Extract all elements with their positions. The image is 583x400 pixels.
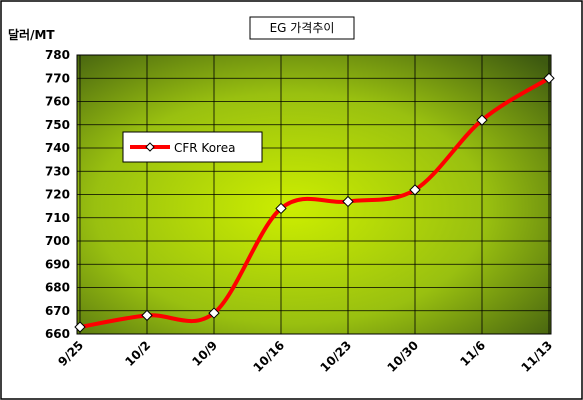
legend-marker: [145, 142, 155, 152]
marker: [409, 184, 421, 196]
marker: [275, 202, 287, 215]
y-tick-label: 680: [45, 281, 70, 295]
marker: [476, 114, 488, 126]
y-tick-label: 670: [45, 304, 70, 318]
marker: [74, 321, 86, 333]
line: [79, 76, 551, 329]
y-axis-label: 달러/MT: [8, 27, 55, 42]
chart-title: EG 가격추이: [270, 21, 335, 35]
y-tick-label: 730: [45, 164, 70, 178]
y-tick-label: 700: [45, 234, 70, 248]
y-tick-label: 710: [45, 211, 70, 225]
y-tick-label: 660: [45, 327, 70, 341]
y-tick-label: 780: [45, 48, 70, 62]
legend-label: CFR Korea: [174, 141, 235, 155]
title-box: [249, 16, 355, 40]
marker: [208, 307, 220, 319]
y-tick-label: 760: [45, 95, 70, 109]
marker: [543, 72, 555, 84]
marker: [141, 309, 153, 322]
y-tick-label: 740: [45, 141, 70, 155]
y-tick-label: 770: [45, 71, 70, 85]
y-tick-label: 690: [45, 257, 70, 271]
marker: [342, 195, 354, 208]
y-tick-label: 750: [45, 118, 70, 132]
y-tick-label: 720: [45, 188, 70, 202]
